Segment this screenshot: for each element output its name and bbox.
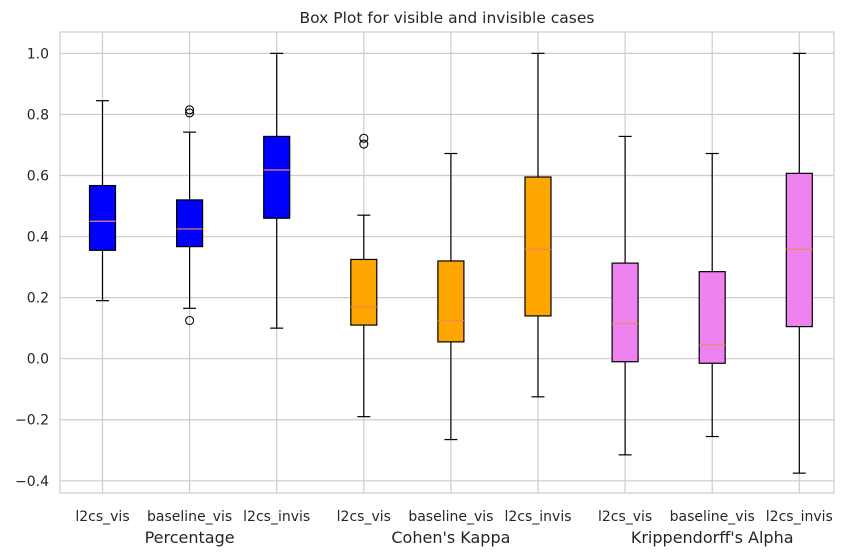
plot-frame — [59, 31, 835, 494]
x-tick-label: l2cs_vis — [598, 509, 652, 525]
x-tick-label: l2cs_invis — [766, 509, 833, 525]
x-tick-label: baseline_vis — [147, 509, 232, 525]
outlier-point — [185, 105, 195, 115]
y-tick-label: 0.6 — [27, 168, 49, 184]
y-tick-label: 0.4 — [27, 230, 49, 246]
y-axis-ticks: −0.4 −0.2 0.0 0.2 0.4 0.6 0.8 1.0 — [15, 46, 49, 489]
box-5 — [524, 52, 552, 398]
box-8 — [785, 52, 813, 474]
box-6 — [611, 135, 639, 456]
box-0 — [88, 100, 117, 302]
x-tick-label: l2cs_invis — [504, 509, 571, 525]
y-tick-label: −0.4 — [15, 474, 49, 490]
outlier-point — [185, 315, 195, 326]
y-tick-label: 0.2 — [27, 291, 49, 307]
group-label: Krippendorff's Alpha — [631, 528, 794, 547]
y-tick-label: 1.0 — [27, 46, 49, 62]
box-7 — [698, 152, 726, 438]
chart-title: Box Plot for visible and invisible cases — [300, 9, 595, 27]
outlier-point — [359, 133, 369, 143]
x-tick-label: baseline_vis — [670, 509, 755, 525]
outlier-point — [359, 139, 369, 149]
box-body — [88, 184, 117, 251]
y-tick-label: 0.0 — [27, 352, 49, 368]
outlier-point — [185, 108, 195, 118]
x-tick-label: l2cs_invis — [243, 509, 310, 525]
box-2 — [263, 52, 291, 329]
group-labels: Percentage Cohen's Kappa Krippendorff's Al… — [145, 528, 794, 547]
box-body — [785, 172, 813, 328]
y-tick-label: −0.2 — [15, 413, 49, 429]
box-body — [350, 258, 378, 326]
box-1 — [176, 105, 204, 326]
box-body — [437, 260, 465, 343]
box-body — [698, 271, 726, 364]
box-body — [263, 135, 291, 219]
x-tick-label: l2cs_vis — [337, 509, 391, 525]
boxes-layer — [88, 52, 813, 474]
x-tick-label: baseline_vis — [408, 509, 493, 525]
box-4 — [437, 152, 465, 441]
box-body — [611, 262, 639, 363]
x-tick-label: l2cs_vis — [75, 509, 129, 525]
group-label: Percentage — [145, 528, 235, 547]
x-axis-ticks: l2cs_vis baseline_vis l2cs_invis l2cs_vis ba… — [75, 509, 832, 525]
box-body — [176, 199, 204, 248]
group-label: Cohen's Kappa — [391, 528, 510, 547]
box-3 — [350, 133, 378, 418]
y-tick-label: 0.8 — [27, 107, 49, 123]
box-body — [524, 176, 552, 317]
